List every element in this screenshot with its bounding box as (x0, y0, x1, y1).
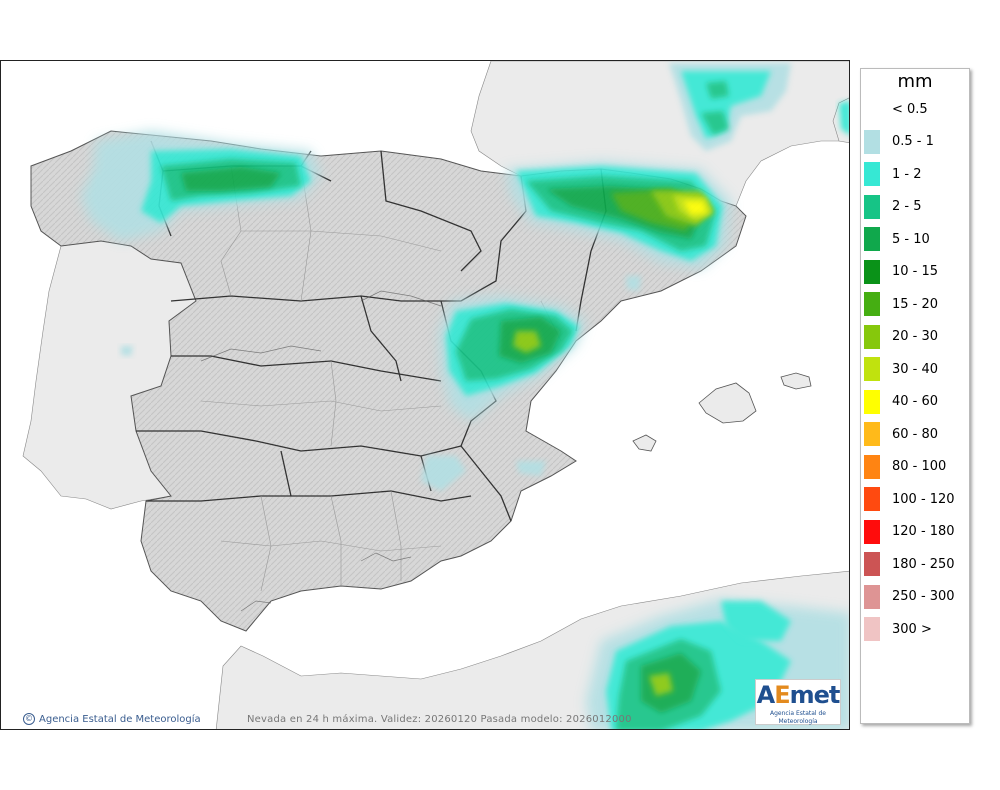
legend-swatch (864, 617, 880, 641)
legend-item: 60 - 80 (864, 422, 938, 446)
legend-label: 100 - 120 (892, 491, 955, 507)
legend-item: 180 - 250 (864, 552, 955, 576)
legend-label: 15 - 20 (892, 296, 939, 312)
legend-swatch (864, 487, 880, 511)
legend-label: < 0.5 (892, 101, 928, 117)
legend-item: 100 - 120 (864, 487, 955, 511)
legend-swatch (864, 194, 880, 219)
forecast-validity-note: Nevada en 24 h máxima. Validez: 20260120… (247, 714, 632, 725)
legend-swatch (864, 357, 880, 381)
legend-label: 180 - 250 (892, 556, 955, 572)
legend-swatch (864, 552, 880, 576)
legend-item: 20 - 30 (864, 324, 939, 349)
legend-label: 250 - 300 (892, 589, 955, 604)
precipitation-legend: mm < 0.5 0.5 - 1 1 - 2 2 - 5 5 - 10 10 - 15 15… (860, 68, 970, 724)
copyright-icon: © (23, 713, 35, 725)
legend-item: 120 - 180 (864, 519, 955, 544)
legend-label: 40 - 60 (892, 394, 939, 409)
legend-item: 40 - 60 (864, 389, 939, 414)
legend-label: 1 - 2 (892, 166, 922, 182)
legend-item: 30 - 40 (864, 357, 938, 381)
legend-swatch (864, 422, 880, 446)
legend-item: < 0.5 (864, 97, 928, 121)
legend-item: 15 - 20 (864, 292, 938, 316)
legend-swatch (864, 227, 880, 251)
legend-item: 80 - 100 (864, 454, 947, 479)
agency-credit: © Agencia Estatal de Meteorología (23, 713, 201, 725)
legend-item: 250 - 300 (864, 584, 955, 609)
aemet-logo: AEmet Agencia Estatal de Meteorología (755, 679, 841, 725)
relief-shading (200, 290, 442, 612)
legend-label: 20 - 30 (892, 329, 939, 344)
legend-label: 80 - 100 (892, 459, 947, 474)
legend-label: 5 - 10 (892, 231, 930, 247)
legend-item: 1 - 2 (864, 162, 922, 186)
legend-swatch (864, 584, 880, 609)
legend-label: 120 - 180 (892, 524, 955, 539)
legend-label: 60 - 80 (892, 426, 939, 442)
legend-item: 2 - 5 (864, 194, 922, 219)
legend-swatch (864, 259, 880, 284)
mallorca-land (698, 382, 757, 424)
legend-swatch (864, 324, 880, 349)
legend-swatch (864, 292, 880, 316)
legend-item: 300 > (864, 617, 932, 641)
legend-swatch (864, 389, 880, 414)
legend-swatch (864, 519, 880, 544)
legend-swatch (864, 129, 880, 154)
legend-item: 5 - 10 (864, 227, 930, 251)
ibiza-land (632, 434, 657, 452)
legend-swatch (864, 454, 880, 479)
legend-label: 2 - 5 (892, 199, 922, 214)
legend-swatch (864, 97, 880, 121)
legend-swatch (864, 162, 880, 186)
legend-item: 10 - 15 (864, 259, 939, 284)
aemet-logo-subtext: Agencia Estatal de Meteorología (769, 710, 826, 725)
menorca-land (780, 372, 812, 390)
credit-text: Agencia Estatal de Meteorología (39, 713, 201, 725)
legend-title: mm (897, 71, 933, 92)
legend-label: 30 - 40 (892, 361, 939, 377)
snowfall-map: © Agencia Estatal de Meteorología Nevada… (0, 60, 850, 730)
aemet-logo-wordmark: AEmet (756, 681, 841, 709)
legend-label: 0.5 - 1 (892, 134, 934, 149)
legend-item: 0.5 - 1 (864, 129, 934, 154)
legend-label: 300 > (892, 621, 932, 637)
map-canvas (1, 61, 849, 729)
legend-label: 10 - 15 (892, 264, 939, 279)
